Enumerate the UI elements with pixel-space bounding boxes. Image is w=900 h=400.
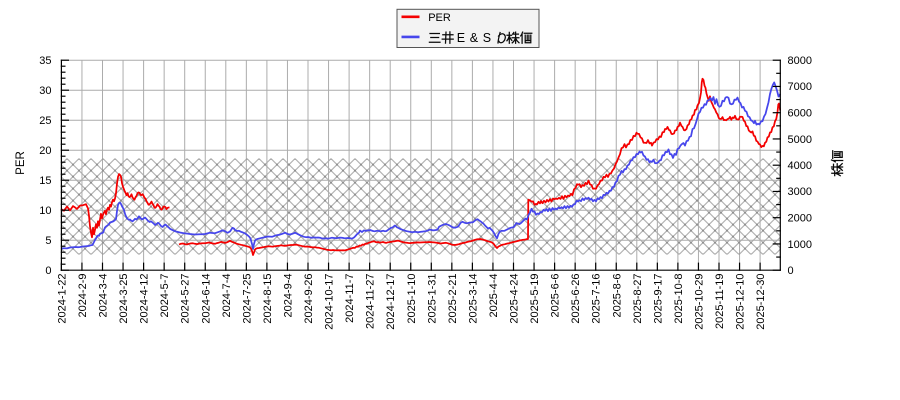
svg-text:2025-8-6: 2025-8-6 (611, 274, 623, 318)
svg-text:PER: PER (428, 12, 451, 24)
svg-text:10: 10 (39, 205, 51, 217)
svg-text:2024-3-4: 2024-3-4 (98, 274, 110, 318)
svg-text:2024-10-17: 2024-10-17 (324, 274, 336, 330)
svg-text:7000: 7000 (788, 81, 812, 93)
svg-text:&: & (470, 31, 479, 45)
svg-text:0: 0 (788, 265, 794, 277)
svg-text:15: 15 (39, 175, 51, 187)
svg-text:2025-7-16: 2025-7-16 (591, 274, 603, 324)
svg-text:25: 25 (39, 115, 51, 127)
svg-text:E: E (457, 31, 465, 45)
svg-text:2024-5-7: 2024-5-7 (159, 274, 171, 318)
svg-text:2025-5-19: 2025-5-19 (529, 274, 541, 324)
svg-text:20: 20 (39, 145, 51, 157)
svg-text:2024-2-9: 2024-2-9 (77, 274, 89, 318)
svg-text:2025-6-6: 2025-6-6 (550, 274, 562, 318)
svg-text:2024-1-22: 2024-1-22 (56, 274, 68, 324)
svg-text:6000: 6000 (788, 108, 812, 120)
svg-text:2025-4-24: 2025-4-24 (509, 274, 521, 324)
svg-text:2025-1-10: 2025-1-10 (406, 274, 418, 324)
svg-text:2025-12-30: 2025-12-30 (755, 274, 767, 330)
svg-text:2024-7-25: 2024-7-25 (241, 274, 253, 324)
svg-text:2024-7-4: 2024-7-4 (221, 274, 233, 318)
svg-text:2024-9-26: 2024-9-26 (303, 274, 315, 324)
svg-text:2025-3-14: 2025-3-14 (467, 274, 479, 324)
svg-text:2024-12-17: 2024-12-17 (385, 274, 397, 330)
svg-text:2025-10-8: 2025-10-8 (673, 274, 685, 324)
svg-text:2024-9-4: 2024-9-4 (282, 274, 294, 318)
svg-text:5000: 5000 (788, 134, 812, 146)
svg-text:S: S (483, 31, 491, 45)
svg-text:1000: 1000 (788, 239, 812, 251)
svg-text:2025-10-29: 2025-10-29 (693, 274, 705, 330)
svg-text:PER: PER (15, 151, 27, 175)
svg-text:35: 35 (39, 55, 51, 67)
svg-text:2024-5-27: 2024-5-27 (180, 274, 192, 324)
svg-text:2024-11-27: 2024-11-27 (365, 274, 377, 329)
svg-text:4000: 4000 (788, 160, 812, 172)
svg-text:5: 5 (45, 235, 51, 247)
svg-text:2000: 2000 (788, 213, 812, 225)
svg-text:2024-8-15: 2024-8-15 (262, 274, 274, 324)
svg-text:3000: 3000 (788, 186, 812, 198)
svg-text:30: 30 (39, 85, 51, 97)
svg-text:2025-4-4: 2025-4-4 (488, 274, 500, 318)
svg-text:2024-3-25: 2024-3-25 (118, 274, 130, 324)
svg-text:2025-2-21: 2025-2-21 (447, 274, 459, 324)
svg-text:0: 0 (45, 265, 51, 277)
svg-text:2024-6-14: 2024-6-14 (200, 274, 212, 324)
svg-text:2025-11-19: 2025-11-19 (714, 274, 726, 329)
svg-text:2025-12-10: 2025-12-10 (735, 274, 747, 330)
svg-text:2025-1-31: 2025-1-31 (426, 274, 438, 324)
svg-text:2025-8-27: 2025-8-27 (632, 274, 644, 324)
svg-text:2025-6-26: 2025-6-26 (570, 274, 582, 324)
svg-text:2024-11-7: 2024-11-7 (344, 274, 356, 323)
svg-text:2025-9-17: 2025-9-17 (652, 274, 664, 324)
svg-text:8000: 8000 (788, 55, 812, 67)
svg-text:2024-4-12: 2024-4-12 (139, 274, 151, 324)
